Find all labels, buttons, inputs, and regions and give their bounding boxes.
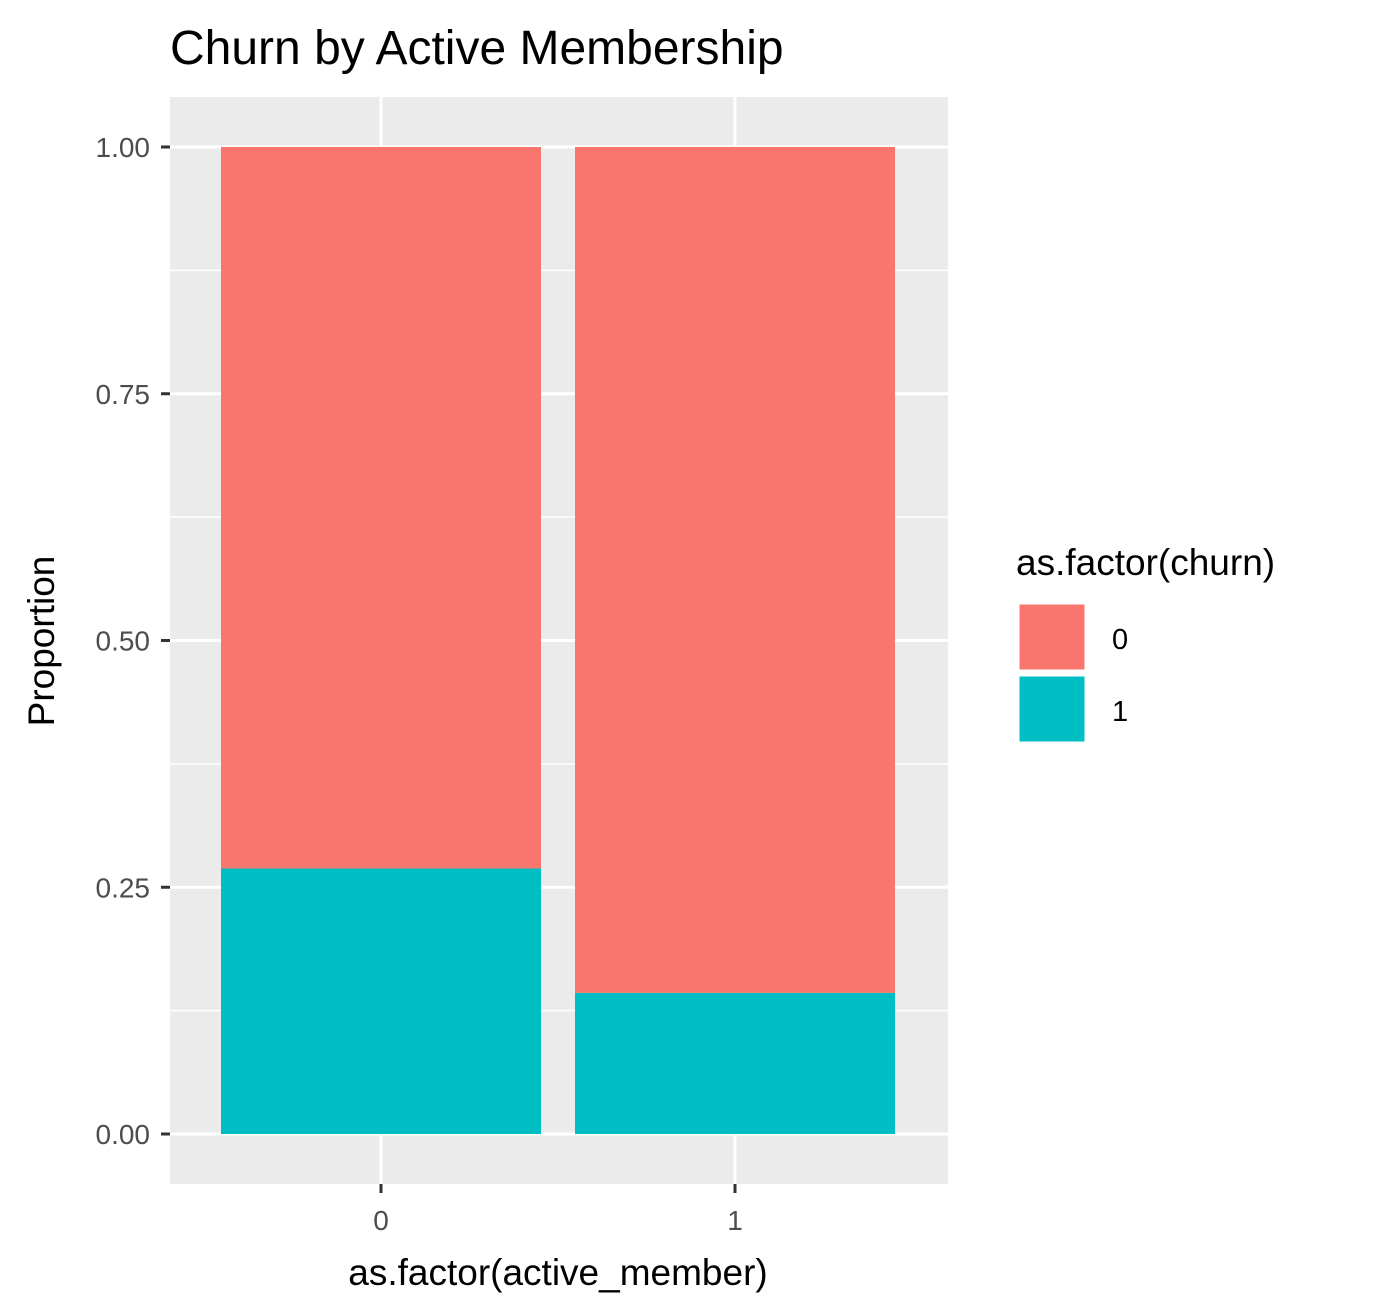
legend-label-0: 0: [1112, 624, 1128, 656]
y-axis-title: Proportion: [21, 556, 62, 727]
y-tick-label: 0.50: [96, 626, 151, 657]
y-tick-label: 0.00: [96, 1119, 151, 1150]
x-tick-label: 1: [727, 1205, 743, 1236]
bar-0-churn-1: [221, 868, 541, 1134]
bar-1-churn-1: [575, 992, 895, 1134]
bar-0-churn-0: [221, 147, 541, 869]
legend-title: as.factor(churn): [1016, 542, 1275, 583]
y-tick-label: 1.00: [96, 132, 151, 163]
legend-key-0: [1016, 601, 1088, 673]
legend-label-1: 1: [1112, 696, 1128, 728]
y-tick-label: 0.25: [96, 872, 151, 903]
y-tick-label: 0.75: [96, 379, 151, 410]
legend: as.factor(churn) 0 1: [1016, 542, 1275, 745]
legend-key-1: [1016, 673, 1088, 745]
chart-title: Churn by Active Membership: [170, 22, 784, 75]
y-axis: 0.00 0.25 0.50 0.75 1.00: [96, 132, 170, 1150]
bars: [221, 147, 895, 1134]
bar-1-churn-0: [575, 147, 895, 993]
x-axis-title: as.factor(active_member): [348, 1252, 767, 1293]
x-tick-label: 0: [373, 1205, 389, 1236]
